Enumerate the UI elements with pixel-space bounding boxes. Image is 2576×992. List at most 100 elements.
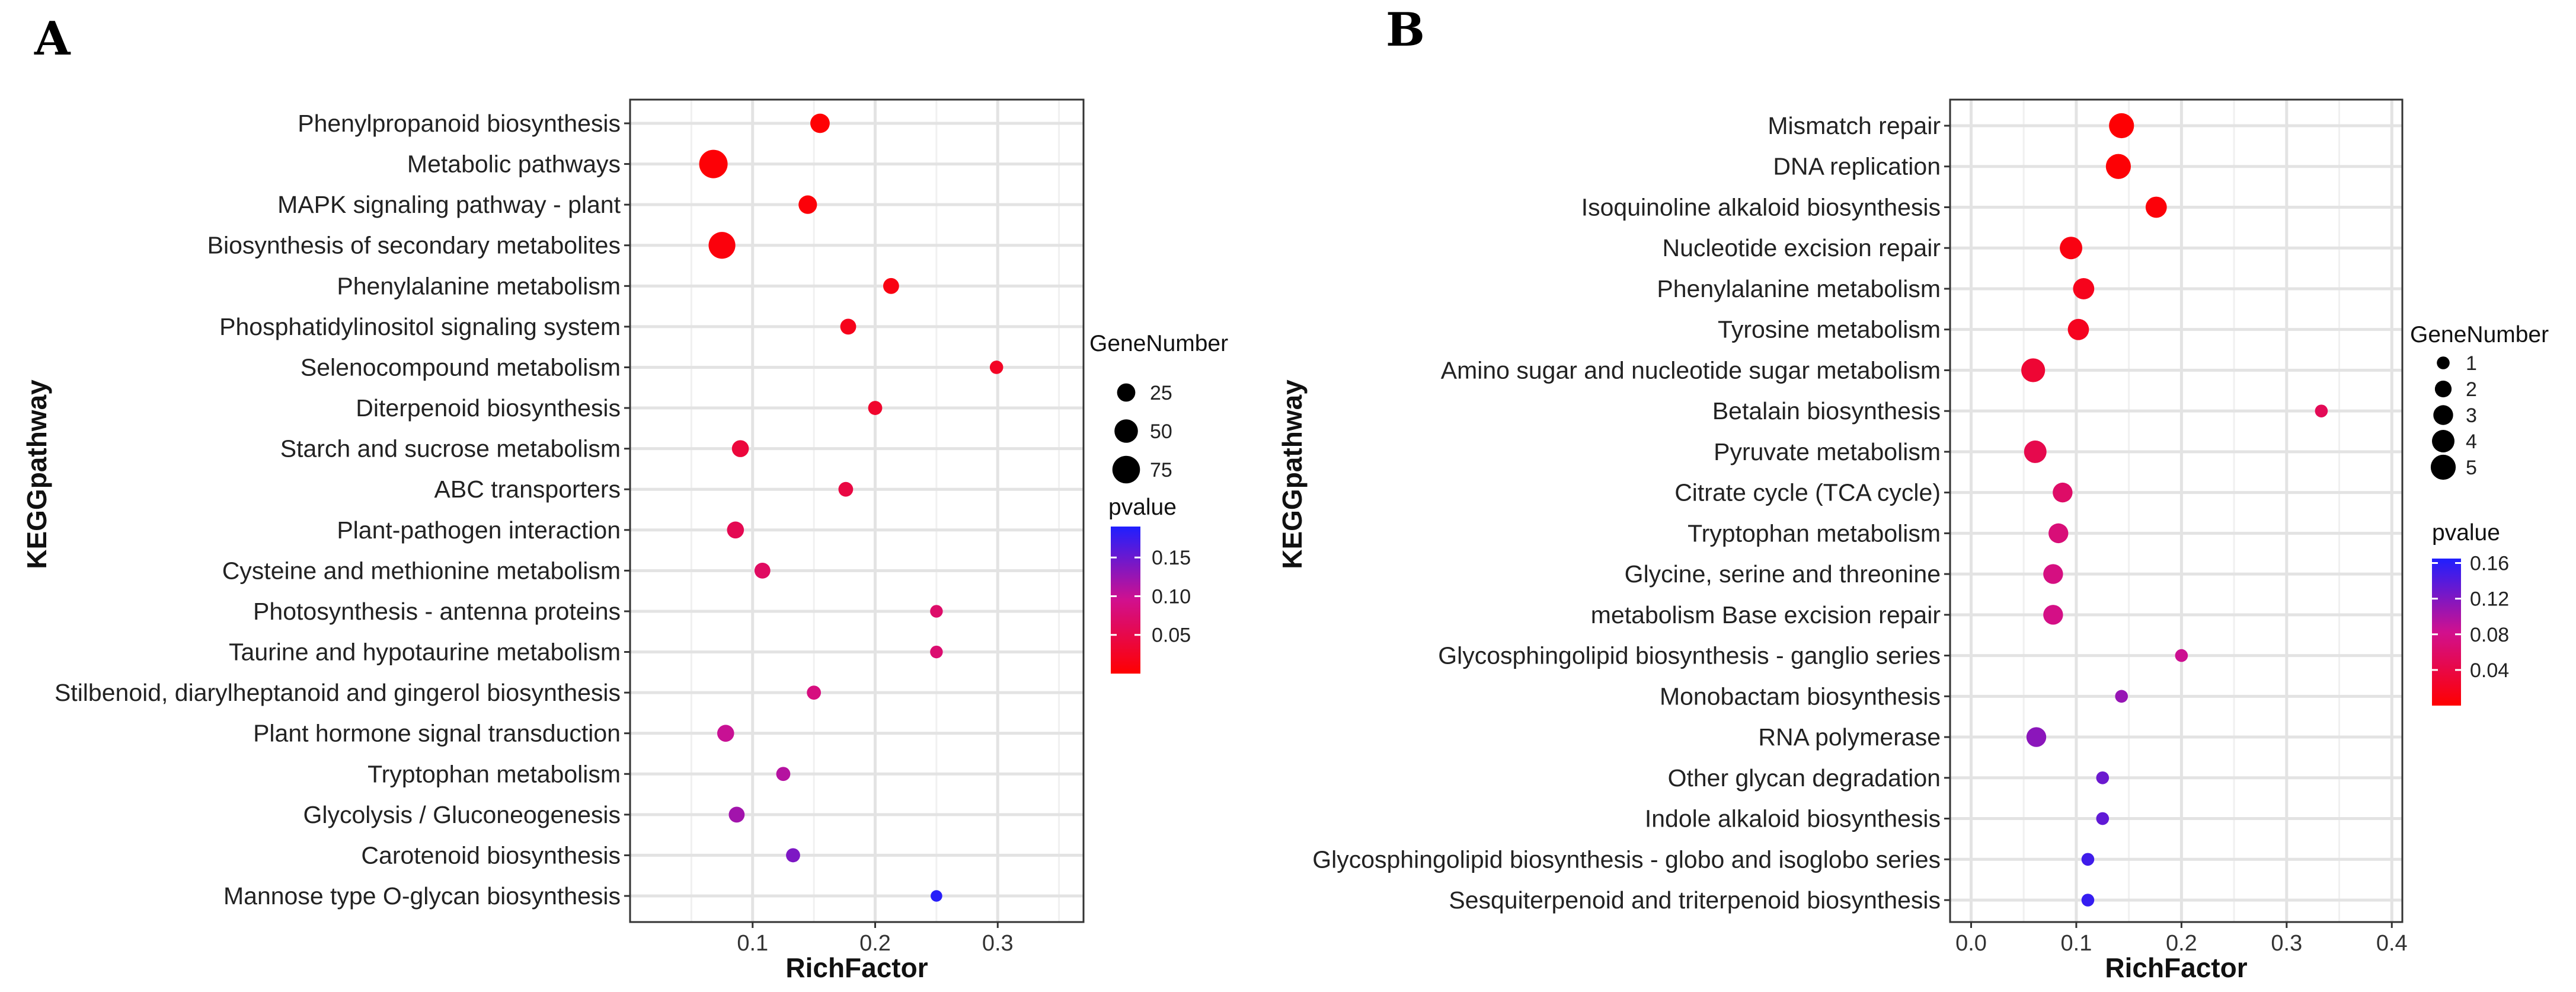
panel-b-point bbox=[2105, 154, 2131, 179]
panel-a-x-tick-label: 0.1 bbox=[737, 931, 768, 956]
panel-b-pathway-label: Other glycan degradation bbox=[1668, 764, 1941, 792]
panel-a-pathway-label: Plant-pathogen interaction bbox=[337, 516, 621, 544]
panel-b-pathway-label: Nucleotide excision repair bbox=[1663, 234, 1941, 261]
panel-b-pathway-label: Tyrosine metabolism bbox=[1718, 316, 1941, 343]
panel-letter-b: B bbox=[1386, 3, 1425, 57]
panel-a-pathway-label: Phenylalanine metabolism bbox=[337, 272, 621, 299]
panel-a-colorbar-label: 0.05 bbox=[1152, 624, 1191, 647]
panel-b-point bbox=[2081, 853, 2095, 866]
panel-b-point bbox=[2026, 727, 2047, 747]
panel-a-size-legend: GeneNumber 25 50 75 bbox=[1089, 331, 1228, 484]
panel-a-point bbox=[807, 685, 822, 700]
panel-b-y-axis-title: KEGGpathway bbox=[1277, 379, 1308, 569]
panel-b-point bbox=[2053, 482, 2073, 503]
panel-a-pathway-label: Metabolic pathways bbox=[407, 151, 621, 178]
panel-b-pathway-label: Phenylalanine metabolism bbox=[1657, 275, 1941, 302]
panel-b-point bbox=[2096, 812, 2110, 825]
panel-a-point bbox=[810, 113, 830, 133]
panel-a-pathway-label: Phenylpropanoid biosynthesis bbox=[298, 110, 621, 137]
panel-a-size-legend-label: 50 bbox=[1150, 420, 1172, 443]
panel-a-point bbox=[731, 440, 749, 457]
panel-b-point bbox=[2043, 564, 2063, 584]
panel-a-point bbox=[727, 521, 744, 539]
panel-a-grid bbox=[630, 100, 1084, 922]
panel-a-size-legend-key bbox=[1117, 383, 1136, 402]
panel-b-pathway-label: Betalain biosynthesis bbox=[1712, 397, 1941, 425]
panel-b-x-tick-label: 0.2 bbox=[2166, 931, 2197, 956]
panel-b-x-tick-label: 0.1 bbox=[2061, 931, 2092, 956]
panel-b-point bbox=[2043, 605, 2063, 625]
panel-a-point bbox=[728, 806, 745, 823]
panel-a-pathway-label: Tryptophan metabolism bbox=[367, 760, 621, 787]
panel-a-point bbox=[786, 848, 800, 863]
panel-b-colorbar bbox=[2432, 559, 2461, 706]
panel-a-x-tick-label: 0.3 bbox=[982, 931, 1014, 956]
panel-a-pathway-label: Cysteine and methionine metabolism bbox=[222, 557, 621, 584]
panel-b-plot-frame bbox=[1949, 98, 2404, 923]
panel-b-size-legend-label: 4 bbox=[2466, 430, 2477, 453]
panel-b-x-axis-title: RichFactor bbox=[2105, 952, 2247, 983]
panel-b-x-tick-label: 0.3 bbox=[2271, 931, 2302, 956]
panel-b-point bbox=[2024, 440, 2047, 463]
panel-b-pathway-label: Indole alkaloid biosynthesis bbox=[1645, 805, 1941, 832]
panel-b-point bbox=[2096, 771, 2110, 784]
panel-b-pathway-label: Pyruvate metabolism bbox=[1714, 438, 1941, 465]
panel-b-size-legend-title: GeneNumber bbox=[2410, 322, 2549, 347]
panel-a-y-axis-title: KEGGpathway bbox=[21, 379, 52, 569]
panel-b-pathway-label: Citrate cycle (TCA cycle) bbox=[1674, 479, 1941, 506]
panel-b-pathway-label: Tryptophan metabolism bbox=[1687, 519, 1941, 547]
panel-b-points bbox=[2021, 113, 2328, 907]
panel-b-size-legend-label: 3 bbox=[2466, 404, 2477, 427]
panel-b-size-legend-key bbox=[2434, 380, 2452, 398]
panel-a-pathway-label: Stilbenoid, diarylheptanoid and gingerol… bbox=[55, 679, 621, 706]
panel-b-pathway-label: Amino sugar and nucleotide sugar metabol… bbox=[1441, 356, 1941, 384]
panel-b-point bbox=[2048, 523, 2069, 544]
panel-a-pathway-label: Taurine and hypotaurine metabolism bbox=[229, 639, 621, 666]
panel-a-pathway-label: MAPK signaling pathway - plant bbox=[277, 191, 621, 218]
panel-b-grid bbox=[1950, 100, 2402, 922]
panel-a-x-axis-title: RichFactor bbox=[785, 952, 928, 983]
panel-b-point bbox=[2081, 894, 2095, 907]
panel-a-pathway-label: Phosphatidylinositol signaling system bbox=[219, 313, 621, 340]
panel-b-colorbar-label: 0.12 bbox=[2470, 588, 2509, 611]
panel-b-point bbox=[2021, 358, 2046, 382]
panel-b-pathway-label: Glycosphingolipid biosynthesis - globo a… bbox=[1312, 846, 1941, 873]
panel-b-x-axis: 0.0 0.1 0.2 0.3 0.4 bbox=[1955, 922, 2408, 956]
panel-a-size-legend-title: GeneNumber bbox=[1089, 331, 1228, 356]
panel-b-pathway-labels: Mismatch repair DNA replication Isoquinoli… bbox=[1312, 112, 1950, 914]
panel-b-point bbox=[2115, 690, 2128, 703]
panel-b-point bbox=[2109, 113, 2134, 139]
panel-a-pathway-label: Mannose type O-glycan biosynthesis bbox=[223, 882, 621, 910]
panel-b-point bbox=[2067, 318, 2089, 340]
panel-a-size-legend-key bbox=[1112, 455, 1140, 484]
panel-b-size-legend-key bbox=[2432, 430, 2454, 452]
panel-b-size-legend-label: 2 bbox=[2466, 378, 2477, 401]
panel-a-points bbox=[699, 113, 1003, 902]
panel-b-size-legend-key bbox=[2430, 454, 2456, 480]
panel-b-pathway-label: Isoquinoline alkaloid biosynthesis bbox=[1581, 193, 1941, 221]
panel-b-x-tick-label: 0.0 bbox=[1955, 931, 1987, 956]
panel-b-colorbar-label: 0.04 bbox=[2470, 659, 2509, 682]
panel-a-pathway-label: Selenocompound metabolism bbox=[301, 353, 621, 381]
panel-b-plot-background bbox=[1950, 100, 2402, 922]
panel-b-pathway-label: DNA replication bbox=[1773, 153, 1941, 180]
panel-b-point bbox=[2315, 404, 2328, 417]
panel-a-point bbox=[776, 767, 791, 782]
panel-b-size-legend-key bbox=[2433, 405, 2453, 425]
panel-b-color-legend: pvalue 0.04 0.08 0.12 0.16 bbox=[2432, 520, 2509, 706]
panel-a-point bbox=[930, 645, 943, 659]
panel-a-point bbox=[931, 890, 942, 902]
panel-a-colorbar bbox=[1111, 527, 1140, 674]
panel-a-point bbox=[798, 195, 817, 214]
panel-a-point bbox=[840, 318, 856, 335]
panel-a-size-legend-label: 75 bbox=[1150, 459, 1172, 481]
panel-a-color-legend-title: pvalue bbox=[1108, 495, 1177, 520]
panel-b-point bbox=[2060, 237, 2083, 260]
panel-a-pathway-label: Photosynthesis - antenna proteins bbox=[253, 598, 621, 625]
panel-a-plot-background bbox=[630, 100, 1084, 922]
panel-b-point bbox=[2145, 196, 2167, 218]
panel-a-point bbox=[930, 605, 943, 618]
panel-a-pathway-labels: Phenylpropanoid biosynthesis Metabolic pa… bbox=[55, 110, 630, 910]
panel-a-size-legend-label: 25 bbox=[1150, 382, 1172, 404]
panel-b-colorbar-label: 0.16 bbox=[2470, 553, 2509, 575]
